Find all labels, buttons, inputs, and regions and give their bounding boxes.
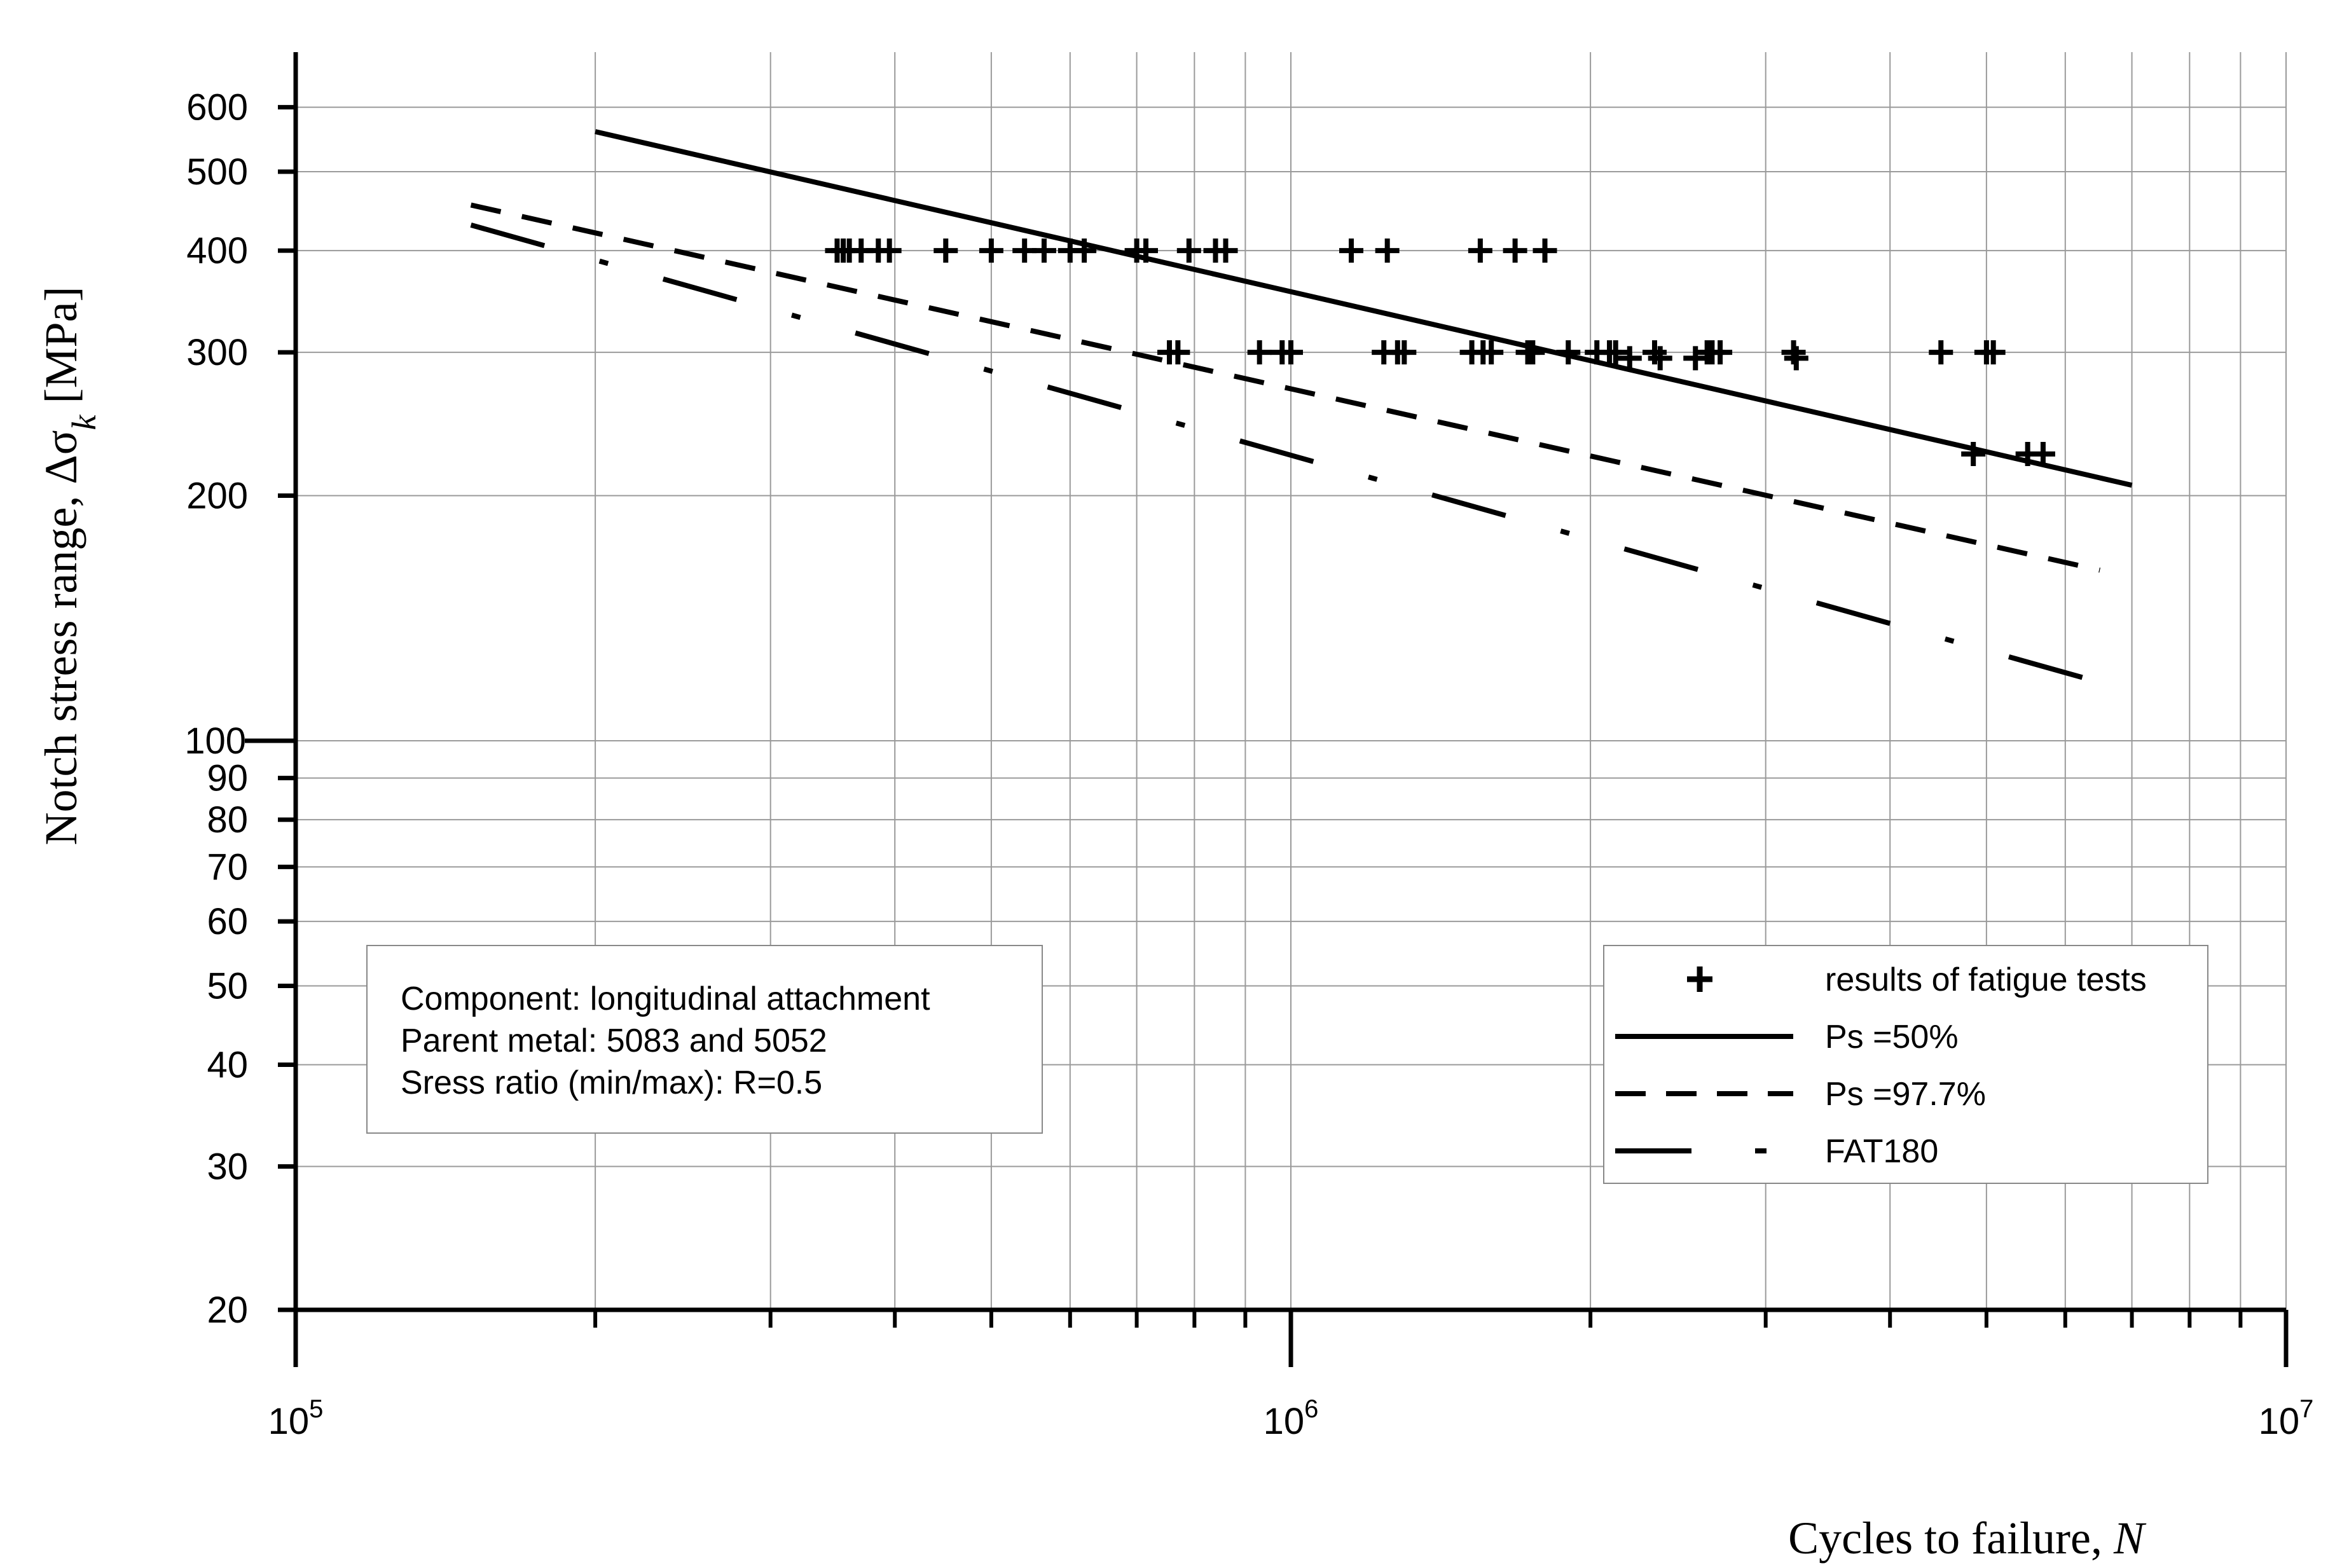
- y-tick-label: 30: [207, 1146, 248, 1188]
- data-point: [1533, 238, 1557, 263]
- data-point: [1617, 346, 1642, 371]
- data-point: [1520, 340, 1545, 365]
- x-tick-label-base: 10: [268, 1401, 310, 1442]
- x-tick-label: 105: [268, 1395, 324, 1442]
- data-point: [1981, 340, 2006, 365]
- x-tick-label-exponent: 6: [1304, 1395, 1318, 1423]
- data-point: [1603, 340, 1628, 365]
- y-tick-label: 80: [207, 799, 248, 841]
- x-axis-title: Cycles to failure, N: [1788, 1513, 2147, 1564]
- info-box: Component: longitudinal attachment Paren…: [366, 945, 1043, 1134]
- data-point: [1375, 238, 1400, 263]
- y-tick-label: 40: [207, 1045, 248, 1086]
- y-tick-label: 300: [186, 332, 248, 373]
- y-tick-label: 400: [186, 230, 248, 272]
- data-point: [1392, 340, 1417, 365]
- y-tick-label: 60: [207, 901, 248, 942]
- data-point: [979, 238, 1003, 263]
- y-axis-subscript: k: [65, 414, 103, 430]
- x-tick-label-base: 10: [2259, 1401, 2300, 1442]
- series-line-fat180: [470, 223, 2133, 694]
- data-point: [1479, 340, 1504, 365]
- info-box-line-2: Parent metal: 5083 and 5052: [401, 1022, 827, 1059]
- info-box-line-1: Component: longitudinal attachment: [401, 980, 930, 1017]
- x-tick-label-exponent: 7: [2299, 1395, 2313, 1423]
- y-tick-label: 90: [207, 758, 248, 799]
- data-point: [1784, 346, 1808, 371]
- y-tick-label: 600: [186, 87, 248, 128]
- data-point: [1247, 340, 1272, 365]
- data-point: [1339, 238, 1363, 263]
- legend-label-tests: results of fatigue tests: [1825, 961, 2147, 998]
- data-point: [1166, 340, 1190, 365]
- x-axis-variable: N: [2113, 1513, 2147, 1564]
- series-line-ps-50-: [595, 129, 2133, 488]
- info-box-line-3: Sress ratio (min/max): R=0.5: [401, 1064, 822, 1101]
- x-tick-label: 107: [2259, 1395, 2314, 1442]
- plot-area: [470, 129, 2133, 694]
- data-point: [1929, 340, 1953, 365]
- data-point: [1031, 238, 1056, 263]
- data-point: [877, 238, 902, 263]
- data-point: [1176, 238, 1201, 263]
- axis-ticks: 105 106 1076005004003002001009080706050403…: [184, 87, 2313, 1442]
- y-axis-title: Notch stress range, Δσk [MPa]: [36, 287, 103, 846]
- legend-marker-plus: [1687, 966, 1712, 992]
- y-tick-label: 20: [207, 1289, 248, 1331]
- data-point: [1648, 346, 1672, 371]
- data-point: [1213, 238, 1238, 263]
- y-tick-label: 70: [207, 846, 248, 888]
- info-box-frame: [366, 945, 1043, 1134]
- legend: results of fatigue tests Ps =50% Ps =97.…: [1603, 945, 2208, 1184]
- y-tick-label: 50: [207, 965, 248, 1007]
- x-tick-label-exponent: 5: [309, 1395, 323, 1423]
- legend-frame: [1603, 945, 2208, 1184]
- y-tick-label: 100: [184, 720, 246, 762]
- x-tick-label: 106: [1264, 1395, 1319, 1442]
- x-tick-label-base: 10: [1264, 1401, 1305, 1442]
- data-point: [1279, 340, 1303, 365]
- data-point: [933, 238, 958, 263]
- y-tick-label: 200: [186, 476, 248, 517]
- data-point: [1708, 340, 1733, 365]
- legend-label-ps977: Ps =97.7%: [1825, 1076, 1986, 1113]
- legend-label-ps50: Ps =50%: [1825, 1019, 1959, 1056]
- series-line-ps-97-7-: [470, 202, 2101, 573]
- data-point: [1468, 238, 1492, 263]
- data-point: [2030, 442, 2055, 467]
- legend-label-fat180: FAT180: [1825, 1133, 1938, 1170]
- y-tick-label: 500: [186, 151, 248, 193]
- data-point: [1503, 238, 1527, 263]
- data-point: [1961, 442, 1986, 467]
